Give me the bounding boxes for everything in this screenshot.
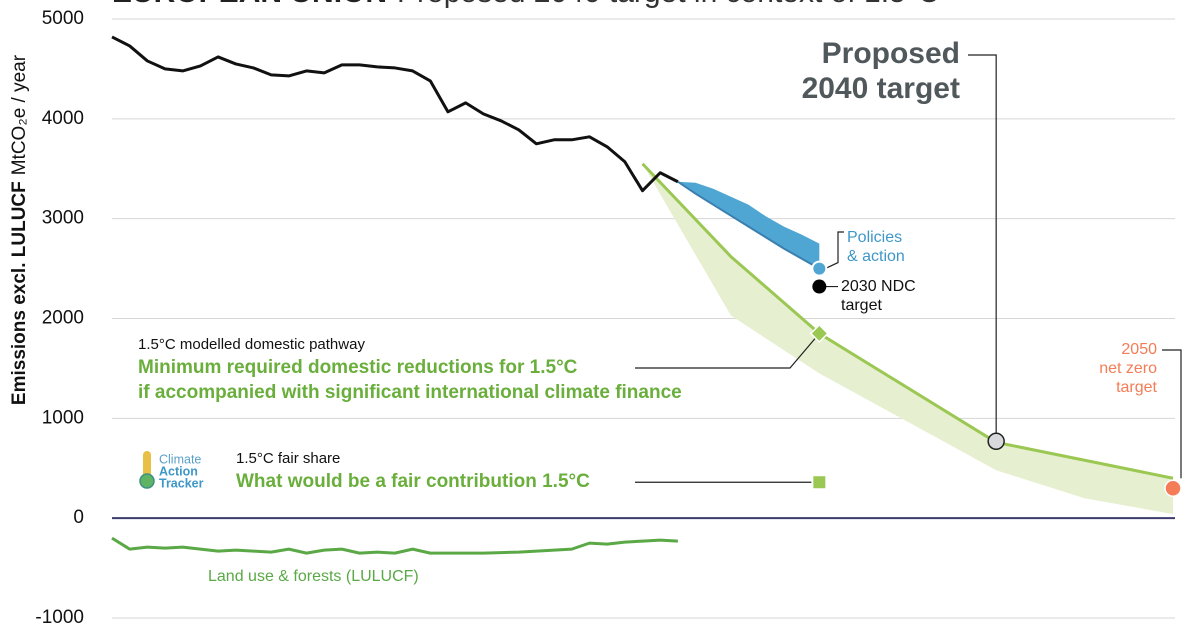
y-tick-label: 1000 xyxy=(42,407,84,428)
y-tick-label: 5000 xyxy=(42,8,84,29)
y-axis-label: Emissions excl. LULUCF MtCO₂e / year xyxy=(9,54,30,405)
y-tick-label: 3000 xyxy=(42,208,84,229)
y-tick-label: 4000 xyxy=(42,108,84,129)
proposed-label: Proposed xyxy=(822,37,960,70)
pathway-text: if accompanied with significant internat… xyxy=(138,382,682,403)
y-label-unit: MtCO₂e / year xyxy=(9,54,30,175)
lulucf-label: Land use & forests (LULUCF) xyxy=(208,568,419,585)
policies-label: Policies xyxy=(847,229,902,246)
title-bold: EUROPEAN UNION xyxy=(112,0,387,9)
y-tick-label: 0 xyxy=(73,507,84,528)
policies-point xyxy=(811,260,828,277)
logo-bulb xyxy=(139,473,155,489)
proposed-point xyxy=(987,432,1005,451)
logo-text: Climate xyxy=(159,452,201,466)
net-zero-leader xyxy=(1162,349,1182,479)
y-tick-label: 2000 xyxy=(42,308,84,329)
y-tick-label: -1000 xyxy=(35,607,84,628)
pathway-marker xyxy=(809,323,829,344)
pathway-text: Minimum required domestic reductions for… xyxy=(138,357,578,378)
policies-leader xyxy=(825,231,844,270)
policies-low-edge xyxy=(677,180,820,270)
fair-share-name: 1.5°C fair share xyxy=(236,450,340,467)
history-line xyxy=(111,35,679,193)
ndc-label: 2030 NDC xyxy=(841,278,916,295)
policies-label: & action xyxy=(847,248,905,265)
net-zero-label: net zero xyxy=(1099,360,1157,377)
fair-share-text: What would be a fair contribution 1.5°C xyxy=(236,471,590,492)
ndc-label: target xyxy=(841,297,882,314)
pathway-range xyxy=(642,163,1173,515)
fair-share-marker xyxy=(813,476,826,489)
logo-thermometer xyxy=(143,451,151,479)
net-zero-label: 2050 xyxy=(1121,341,1157,358)
title-rest: Proposed 2040 target in context of 1.5°C xyxy=(397,0,939,9)
pathway-name: 1.5°C modelled domestic pathway xyxy=(138,336,365,353)
chart-title: EUROPEAN UNION Proposed 2040 target in co… xyxy=(112,0,939,9)
logo-text: Tracker xyxy=(159,476,204,490)
policies-range xyxy=(677,181,820,269)
net-zero-point xyxy=(1164,479,1182,497)
pathway-leader xyxy=(635,333,820,369)
net-zero-label: target xyxy=(1116,379,1157,396)
proposed-leader xyxy=(968,54,997,434)
y-label-bold: Emissions excl. LULUCF xyxy=(9,181,30,405)
logo-text: Action xyxy=(159,464,198,478)
proposed-label: 2040 target xyxy=(802,72,960,105)
ndc-point xyxy=(812,279,827,294)
lulucf-line xyxy=(111,536,678,555)
